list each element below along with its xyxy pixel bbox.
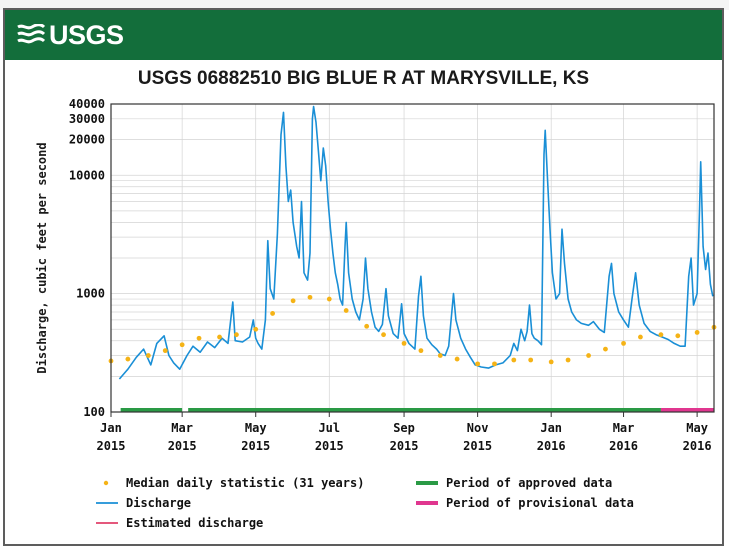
median-point — [603, 346, 608, 352]
plot-border — [110, 103, 715, 413]
median-point — [125, 356, 131, 362]
median-point — [234, 332, 239, 338]
x-tick-month: Jan — [100, 421, 122, 435]
median-point — [621, 340, 626, 346]
discharge-line — [118, 105, 714, 380]
median-point — [179, 342, 185, 348]
x-tick-month: Jul — [318, 421, 340, 435]
approval-period-bar — [120, 408, 183, 412]
median-point — [638, 334, 643, 340]
median-point — [658, 332, 664, 338]
median-point — [196, 335, 202, 341]
series-layer — [108, 105, 717, 380]
legend-label: Discharge — [126, 496, 191, 510]
x-tick-month: Mar — [613, 421, 635, 435]
x-tick-month: Sep — [393, 421, 415, 435]
x-tick-month: Mar — [171, 421, 193, 435]
x-tick-year: 2015 — [463, 439, 492, 453]
median-point — [586, 353, 591, 358]
median-point — [528, 357, 534, 363]
y-tick-label: 30000 — [69, 112, 105, 126]
y-tick-label: 10000 — [69, 168, 105, 182]
legend-label: Period of provisional data — [446, 496, 634, 510]
median-point — [253, 326, 259, 332]
median-point — [381, 332, 386, 338]
median-point — [326, 296, 332, 302]
x-tick-month: Nov — [467, 421, 489, 435]
legend-symbol-dot — [103, 480, 109, 486]
approval-period-bars — [120, 408, 714, 412]
x-axis: Jan 2015 Mar 2015 May 2015 Jul 2015 Sep 2015 Nov 20… — [97, 412, 712, 453]
x-tick-year: 2015 — [168, 439, 197, 453]
x-tick-year: 2016 — [609, 439, 638, 453]
background-strip — [0, 0, 729, 10]
median-point — [162, 348, 168, 354]
usgs-wave-icon — [17, 24, 45, 44]
approval-period-bar — [188, 408, 661, 412]
x-tick-month: May — [686, 421, 708, 435]
usgs-header-banner: USGS — [5, 10, 722, 60]
median-point — [418, 348, 424, 354]
median-point — [694, 330, 700, 335]
x-tick-year: 2015 — [315, 439, 344, 453]
median-point — [437, 353, 443, 358]
y-tick-label: 40000 — [69, 97, 105, 111]
y-tick-label: 100 — [83, 405, 105, 419]
median-point — [675, 333, 681, 339]
median-point — [343, 308, 349, 313]
x-tick-year: 2015 — [390, 439, 419, 453]
median-point — [217, 334, 222, 340]
usgs-logo[interactable]: USGS — [17, 16, 124, 54]
median-point — [565, 357, 571, 363]
median-point — [307, 294, 313, 300]
median-point — [145, 353, 151, 358]
legend-label: Estimated discharge — [126, 516, 263, 530]
y-tick-label: 1000 — [76, 287, 105, 301]
median-point — [270, 311, 276, 316]
x-tick-year: 2015 — [97, 439, 126, 453]
x-tick-year: 2015 — [241, 439, 270, 453]
approval-period-bar — [660, 408, 714, 412]
median-point — [511, 357, 517, 363]
median-point — [364, 323, 370, 329]
y-axis-label: Discharge, cubic feet per second — [35, 142, 49, 373]
x-tick-month: Jan — [540, 421, 562, 435]
x-tick-month: May — [245, 421, 267, 435]
median-point — [290, 298, 296, 304]
legend: Median daily statistic (31 years) Period … — [96, 476, 634, 530]
median-point — [492, 361, 497, 367]
median-point — [548, 359, 554, 365]
x-tick-year: 2016 — [683, 439, 712, 453]
median-point — [401, 340, 407, 346]
x-tick-year: 2016 — [537, 439, 566, 453]
legend-label: Period of approved data — [446, 476, 612, 490]
median-point — [454, 356, 460, 362]
usgs-logo-text: USGS — [49, 19, 124, 50]
median-point — [475, 361, 481, 367]
y-tick-label: 20000 — [69, 133, 105, 147]
legend-label: Median daily statistic (31 years) — [126, 476, 364, 490]
chart-title: USGS 06882510 BIG BLUE R AT MARYSVILLE, … — [137, 68, 590, 89]
